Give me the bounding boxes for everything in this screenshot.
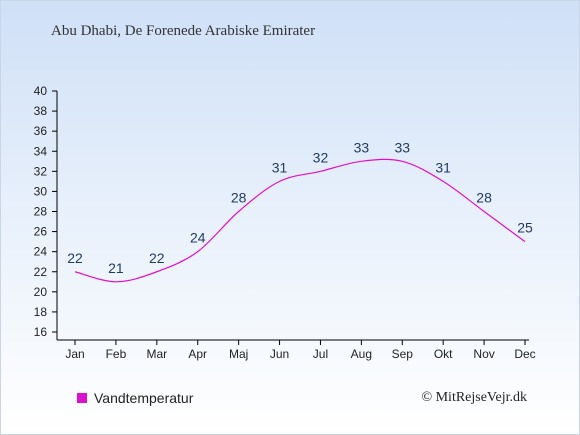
data-label: 22: [67, 250, 83, 266]
data-label: 33: [394, 139, 410, 155]
x-tick-label: Jan: [65, 347, 84, 361]
y-tick-label: 16: [34, 325, 48, 339]
x-tick-label: Dec: [514, 347, 535, 361]
x-tick-label: Apr: [188, 347, 207, 361]
data-label: 31: [435, 159, 451, 175]
y-tick-label: 38: [34, 104, 48, 118]
x-tick-label: Sep: [392, 347, 414, 361]
y-tick-label: 34: [34, 144, 48, 158]
x-tick-label: Nov: [473, 347, 494, 361]
series-line-vandtemperatur: [74, 158, 526, 283]
x-tick-label: Okt: [434, 347, 453, 361]
x-tick-label: Maj: [229, 347, 248, 361]
y-tick-label: 26: [34, 225, 48, 239]
legend-swatch: [77, 393, 87, 403]
credit-text: © MitRejseVejr.dk: [421, 390, 527, 405]
data-label: 21: [108, 260, 124, 276]
y-tick-label: 30: [34, 184, 48, 198]
legend-label: Vandtemperatur: [94, 390, 194, 406]
y-tick-label: 32: [34, 164, 48, 178]
page-title: Abu Dhabi, De Forenede Arabiske Emirater: [51, 23, 316, 39]
x-tick-label: Feb: [106, 347, 127, 361]
y-tick-label: 40: [34, 84, 48, 98]
data-label: 28: [476, 190, 492, 206]
y-tick-label: 28: [34, 205, 48, 219]
x-tick-label: Jun: [270, 347, 289, 361]
y-tick-label: 22: [34, 265, 48, 279]
y-tick-label: 36: [34, 124, 48, 138]
y-tick-label: 20: [34, 285, 48, 299]
x-tick-label: Jul: [313, 347, 328, 361]
legend: Vandtemperatur: [77, 390, 193, 406]
data-label: 31: [272, 159, 288, 175]
data-label: 33: [354, 139, 370, 155]
data-label: 22: [149, 250, 165, 266]
data-label: 25: [517, 220, 533, 236]
y-tick-label: 18: [34, 305, 48, 319]
x-tick-label: Aug: [351, 347, 372, 361]
data-label: 28: [231, 190, 247, 206]
x-tick-label: Mar: [146, 347, 167, 361]
data-label: 32: [313, 149, 329, 165]
data-label: 24: [190, 230, 206, 246]
y-tick-label: 24: [34, 245, 48, 259]
